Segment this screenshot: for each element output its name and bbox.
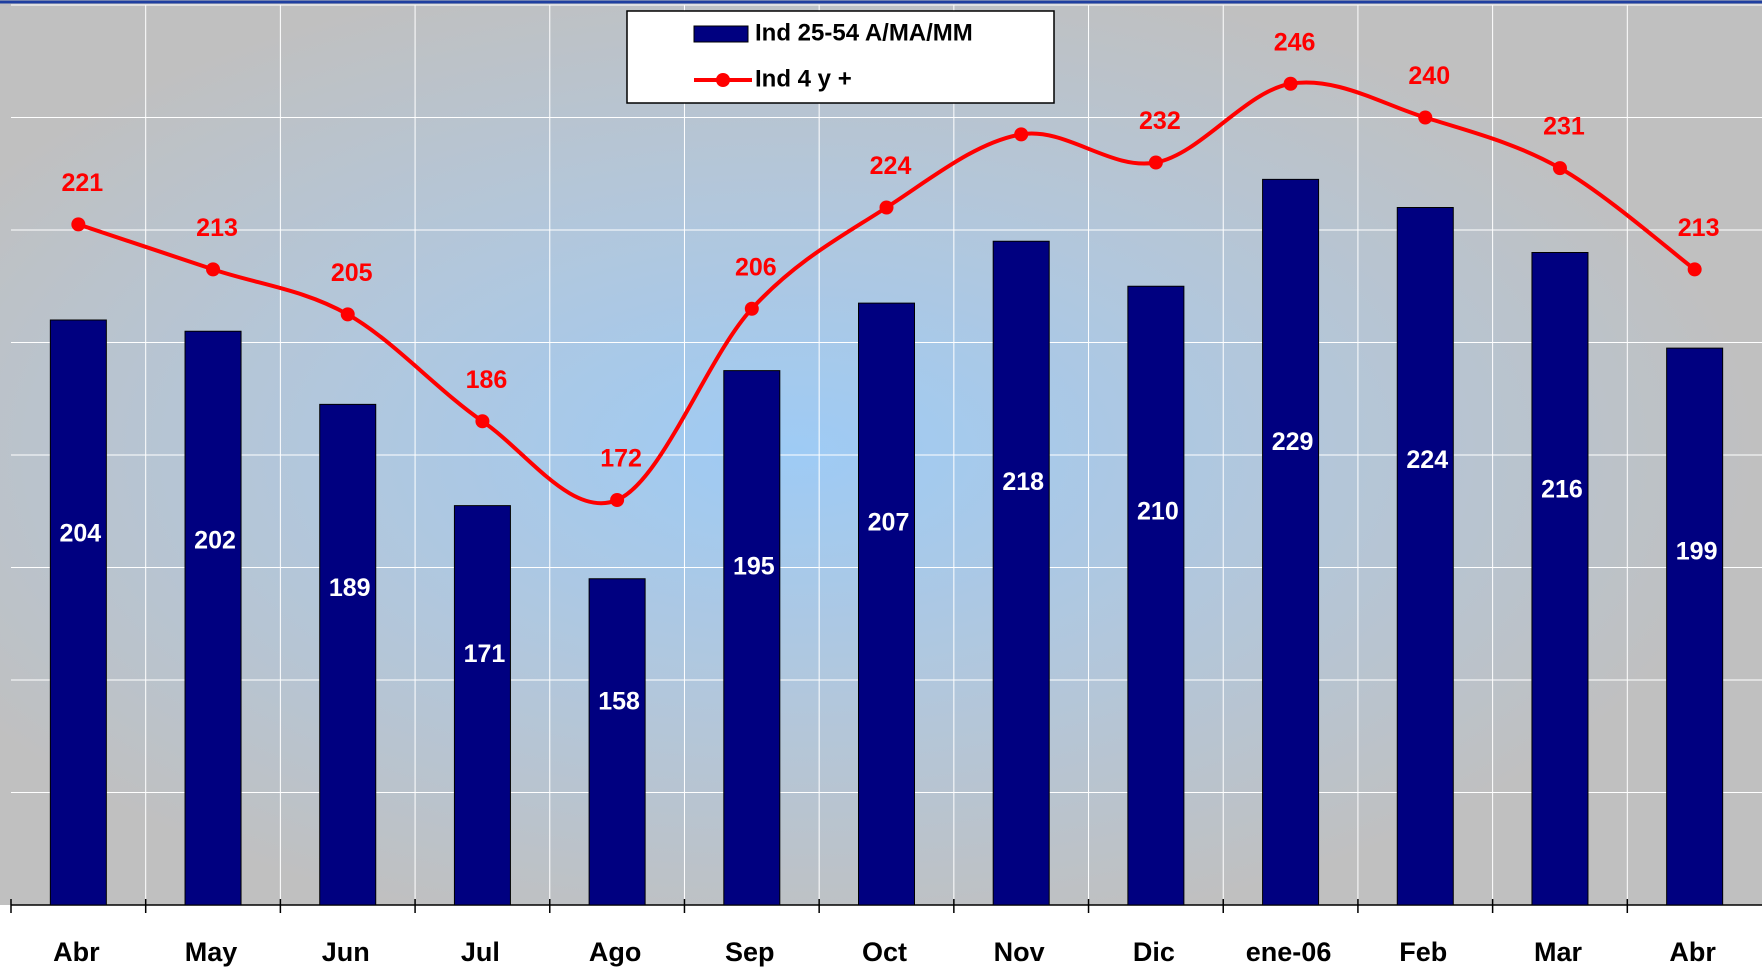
bar-label: 229 — [1272, 428, 1314, 456]
bar — [319, 403, 377, 906]
bar-label: 195 — [733, 552, 775, 580]
line-point — [1687, 262, 1702, 277]
line-label: 231 — [1543, 113, 1585, 141]
x-tick-label: Dic — [1133, 937, 1175, 967]
x-tick-label: Nov — [994, 937, 1045, 967]
line-point — [1418, 110, 1433, 125]
x-tick-label: Oct — [862, 937, 907, 967]
bar-label: 171 — [464, 640, 506, 668]
bar — [1127, 285, 1185, 906]
bar — [588, 578, 646, 906]
x-tick-label: Feb — [1399, 937, 1447, 967]
lines: 221213205186172206224237232246240231213 — [61, 28, 1720, 507]
legend: Ind 25-54 A/MA/MM Ind 4 y + — [626, 10, 1055, 104]
line-point — [206, 262, 221, 277]
bar — [858, 302, 915, 906]
bar-label: 207 — [868, 508, 910, 536]
line-point — [71, 217, 86, 232]
line-point — [475, 414, 490, 429]
line-label: 186 — [466, 366, 508, 394]
bar-label: 210 — [1137, 497, 1179, 525]
bar — [1531, 252, 1589, 906]
line-point — [340, 307, 355, 322]
bar — [723, 370, 781, 906]
bar-label: 224 — [1406, 446, 1448, 474]
line-label: 206 — [735, 253, 777, 281]
bar — [184, 330, 242, 906]
x-tick-label: Mar — [1534, 937, 1583, 967]
bar — [1396, 207, 1454, 906]
bar-label: 158 — [598, 688, 640, 716]
x-tick-label: Jun — [322, 937, 370, 967]
line-label: 213 — [196, 214, 238, 242]
bar-label: 216 — [1541, 475, 1583, 503]
line-point — [610, 493, 625, 507]
x-tick-label: Jul — [461, 937, 500, 967]
line-point — [744, 301, 759, 316]
legend-swatch-point — [716, 73, 730, 87]
bar-label: 199 — [1676, 538, 1718, 566]
bar-label: 204 — [59, 519, 101, 547]
line-label: 221 — [61, 169, 103, 197]
line-label: 240 — [1408, 62, 1450, 90]
bar-label: 218 — [1002, 468, 1044, 496]
x-tick-label: Abr — [1669, 937, 1716, 967]
x-tick-label: Abr — [53, 937, 100, 967]
bar — [992, 240, 1050, 906]
bar-label: 202 — [194, 527, 236, 555]
line-point — [1014, 127, 1029, 142]
line-point — [879, 200, 894, 215]
legend-label: Ind 4 y + — [755, 65, 852, 92]
bars: 204 202 189 171 158 195 207 218 210 229 224 216 199 — [49, 178, 1724, 906]
bar-label: 189 — [329, 574, 371, 602]
legend-swatch — [693, 25, 749, 43]
line-point — [1283, 76, 1298, 91]
line-label: 205 — [331, 259, 373, 287]
bar — [49, 319, 107, 906]
line-label: 246 — [1274, 28, 1316, 56]
grid — [10, 4, 1762, 913]
line-label: 172 — [600, 445, 642, 473]
legend-label: Ind 25-54 A/MA/MM — [755, 19, 973, 46]
x-tick-label: May — [185, 937, 238, 967]
x-tick-label: ene-06 — [1246, 937, 1332, 967]
line-label: 213 — [1678, 214, 1720, 242]
bar — [1262, 178, 1320, 906]
line-label: 224 — [870, 152, 912, 180]
bar — [1666, 347, 1724, 906]
x-tick-label: Ago — [589, 937, 641, 967]
line-point — [1148, 155, 1163, 170]
line-point — [1552, 161, 1567, 176]
axis-background — [0, 905, 1762, 971]
line-label: 232 — [1139, 107, 1181, 135]
x-tick-label: Sep — [725, 937, 775, 967]
bar — [453, 505, 511, 906]
